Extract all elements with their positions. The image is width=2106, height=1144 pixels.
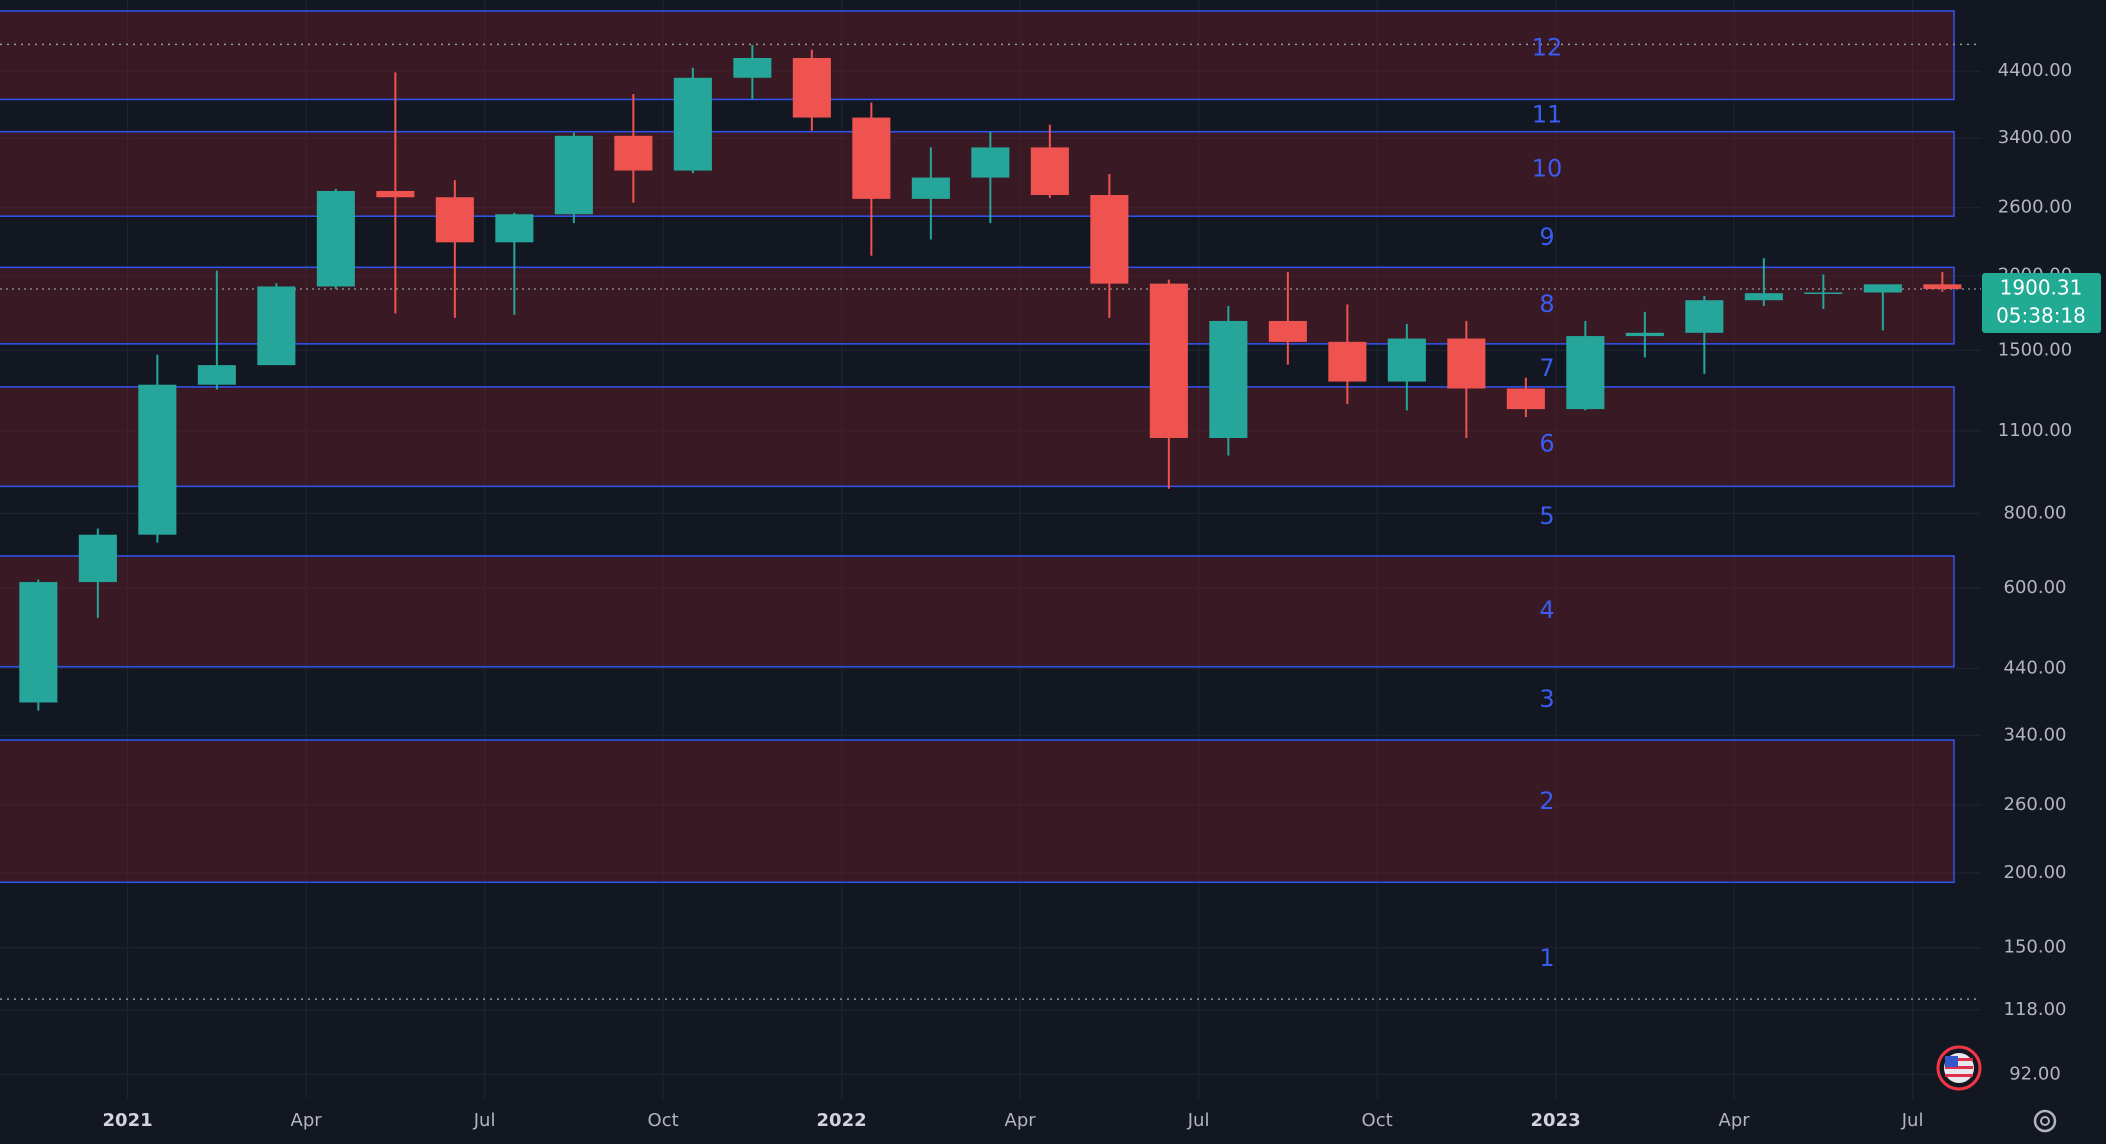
level-label: 7 bbox=[1539, 354, 1554, 382]
candle-body bbox=[1625, 332, 1664, 337]
candle-body bbox=[673, 77, 712, 171]
candle-body bbox=[1387, 338, 1426, 382]
x-tick-label: Oct bbox=[648, 1110, 679, 1131]
candle-body bbox=[1268, 320, 1307, 342]
candle-body bbox=[1685, 300, 1724, 333]
y-tick-label: 260.00 bbox=[2004, 794, 2067, 815]
y-tick-label: 600.00 bbox=[2004, 577, 2067, 598]
candle-body bbox=[1923, 284, 1962, 290]
candle-body bbox=[1030, 147, 1069, 196]
zone bbox=[0, 10, 1955, 101]
x-tick-label: Apr bbox=[1005, 1110, 1037, 1131]
candle-body bbox=[1506, 388, 1545, 410]
candle-body bbox=[19, 582, 58, 703]
x-tick-label: Apr bbox=[1719, 1110, 1751, 1131]
zone bbox=[0, 555, 1955, 668]
x-tick-label: Jul bbox=[1187, 1110, 1210, 1131]
candle-body bbox=[197, 365, 236, 385]
level-label: 1 bbox=[1539, 944, 1554, 972]
level-label: 10 bbox=[1532, 154, 1563, 182]
level-label: 12 bbox=[1532, 33, 1563, 61]
candle-body bbox=[554, 135, 593, 215]
zone bbox=[0, 739, 1955, 884]
currency-flag[interactable] bbox=[1936, 1045, 1982, 1091]
candle-body bbox=[1328, 341, 1367, 382]
x-tick-label: Jul bbox=[473, 1110, 496, 1131]
y-tick-label: 4400.00 bbox=[1998, 60, 2072, 81]
level-label: 8 bbox=[1539, 290, 1554, 318]
x-tick-label: 2021 bbox=[103, 1110, 153, 1131]
y-tick-label: 92.00 bbox=[2009, 1063, 2061, 1084]
candle-body bbox=[614, 135, 653, 171]
x-tick-label: Oct bbox=[1362, 1110, 1393, 1131]
candle-body bbox=[1149, 283, 1188, 438]
last-price-label: 1900.31 bbox=[2000, 276, 2083, 300]
axes: 4400.003400.002600.002000.001500.001100.… bbox=[103, 60, 2101, 1131]
y-tick-label: 440.00 bbox=[2004, 658, 2067, 679]
level-label: 5 bbox=[1539, 502, 1554, 530]
candle-body bbox=[257, 286, 296, 366]
candle-body bbox=[1566, 336, 1605, 410]
y-tick-label: 1100.00 bbox=[1998, 420, 2072, 441]
candles bbox=[19, 44, 1962, 711]
candle-body bbox=[435, 197, 474, 243]
candle-body bbox=[971, 147, 1010, 178]
level-label: 6 bbox=[1539, 430, 1554, 458]
x-tick-label: Jul bbox=[1901, 1110, 1924, 1131]
level-label: 3 bbox=[1539, 685, 1554, 713]
y-tick-label: 150.00 bbox=[2004, 937, 2067, 958]
y-tick-label: 1500.00 bbox=[1998, 339, 2072, 360]
candle-body bbox=[733, 57, 772, 78]
y-tick-label: 200.00 bbox=[2004, 862, 2067, 883]
y-tick-label: 340.00 bbox=[2004, 724, 2067, 745]
y-tick-label: 3400.00 bbox=[1998, 127, 2072, 148]
candle-body bbox=[495, 214, 534, 243]
candle-body bbox=[852, 117, 891, 199]
candle-body bbox=[376, 190, 415, 198]
y-tick-label: 2600.00 bbox=[1998, 197, 2072, 218]
reference-lines bbox=[0, 43, 1981, 1000]
settings-button[interactable] bbox=[2033, 1109, 2057, 1133]
candle-body bbox=[1863, 284, 1902, 293]
x-tick-label: Apr bbox=[291, 1110, 323, 1131]
candle-body bbox=[316, 190, 355, 287]
candle-body bbox=[792, 57, 831, 118]
candle-body bbox=[78, 534, 117, 583]
y-tick-label: 800.00 bbox=[2004, 502, 2067, 523]
candle-body bbox=[1744, 293, 1783, 301]
countdown-label: 05:38:18 bbox=[1996, 304, 2086, 328]
level-label: 9 bbox=[1539, 223, 1554, 251]
y-tick-label: 118.00 bbox=[2004, 999, 2067, 1020]
candle-body bbox=[1209, 320, 1248, 438]
candle-body bbox=[911, 177, 950, 199]
x-tick-label: 2023 bbox=[1531, 1110, 1581, 1131]
x-tick-label: 2022 bbox=[817, 1110, 867, 1131]
last-price-box bbox=[1982, 273, 2101, 334]
level-label: 2 bbox=[1539, 787, 1554, 815]
zone bbox=[0, 386, 1955, 488]
level-label: 11 bbox=[1532, 100, 1563, 128]
candle-body bbox=[1447, 338, 1486, 389]
zones bbox=[0, 10, 1955, 884]
level-label: 4 bbox=[1539, 596, 1554, 624]
candle-body bbox=[1090, 195, 1129, 284]
level-labels: 12 11 10 9 8 7 6 5 4 3 2 1 bbox=[1532, 33, 1563, 972]
candle-body bbox=[138, 384, 177, 535]
candle-body bbox=[1804, 292, 1843, 294]
